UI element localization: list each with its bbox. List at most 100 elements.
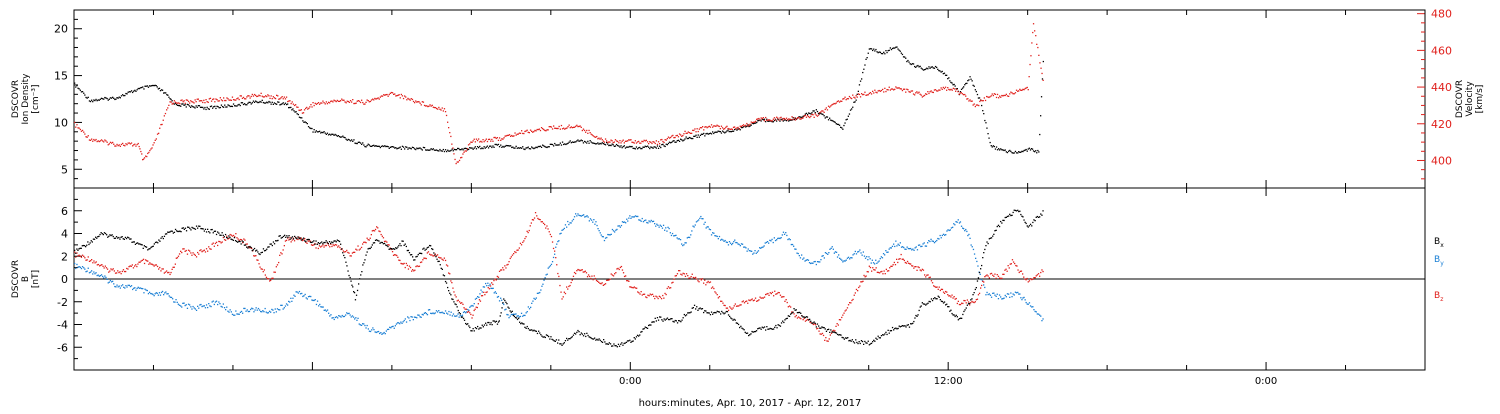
bx-point (296, 237, 298, 240)
velocity-point (531, 130, 533, 132)
density-point (1025, 148, 1027, 151)
bz-point (634, 287, 637, 289)
velocity-point (622, 139, 624, 141)
bx-point (617, 343, 620, 345)
by-point (1023, 296, 1025, 299)
density-point (918, 66, 920, 68)
bx-point (748, 334, 750, 337)
density-point (201, 106, 203, 108)
by-point (449, 314, 451, 316)
velocity-point (950, 88, 952, 91)
density-point (85, 96, 87, 99)
bx-point (1034, 220, 1036, 222)
velocity-point (809, 116, 811, 119)
density-point (686, 137, 688, 140)
bz-point (750, 299, 752, 301)
density-point (138, 87, 140, 90)
by-point (535, 297, 537, 299)
velocity-point (831, 104, 833, 106)
velocity-point (665, 139, 667, 141)
bz-point (287, 237, 289, 239)
by-point (225, 309, 227, 311)
density-point (75, 86, 77, 88)
bx-point (783, 321, 785, 324)
bx-point (559, 343, 561, 345)
bz-point (197, 251, 199, 254)
bx-point (405, 245, 407, 248)
bx-point (972, 294, 974, 296)
bx-point (594, 337, 596, 339)
by-point (415, 316, 417, 318)
bx-point (743, 329, 745, 331)
by-point (570, 222, 572, 224)
velocity-point (194, 99, 196, 101)
density-point (550, 143, 553, 145)
bz-point (475, 306, 477, 308)
bz-point (824, 339, 826, 341)
by-point (550, 263, 553, 265)
bz-point (655, 295, 657, 297)
density-point (163, 92, 165, 94)
by-point (1025, 301, 1027, 304)
by-point (191, 308, 193, 310)
velocity-point (374, 97, 376, 100)
bz-point (256, 259, 258, 261)
by-point (293, 294, 295, 296)
density-point (365, 146, 367, 148)
density-point (919, 65, 921, 67)
bz-point (419, 261, 422, 264)
bz-point (633, 286, 635, 288)
velocity-point (93, 138, 95, 141)
by-point (519, 315, 522, 318)
density-point (853, 101, 855, 103)
density-point (789, 119, 791, 121)
velocity-point (910, 90, 912, 92)
bz-point (678, 270, 680, 272)
by-point (675, 234, 677, 236)
bz-point (260, 268, 262, 270)
velocity-point (78, 127, 80, 129)
bx-point (451, 298, 453, 300)
bz-point (363, 241, 365, 243)
velocity-point (556, 127, 558, 130)
velocity-point (808, 116, 810, 118)
density-point (344, 137, 346, 139)
by-point (849, 258, 851, 260)
bz-point (600, 283, 602, 285)
bz-point (636, 287, 638, 289)
density-point (591, 142, 593, 144)
by-point (89, 271, 92, 273)
by-point (290, 297, 292, 299)
by-point (588, 220, 590, 222)
bz-point (248, 247, 251, 249)
by-point (359, 324, 361, 326)
by-point (158, 292, 161, 294)
by-point (76, 263, 78, 266)
velocity-point (399, 97, 401, 99)
density-point (76, 85, 78, 87)
bz-point (1020, 270, 1023, 272)
density-point (231, 105, 234, 108)
velocity-point (204, 102, 206, 104)
bx-point (884, 333, 886, 335)
bz-point (599, 282, 601, 284)
by-point (291, 300, 293, 302)
velocity-point (110, 142, 113, 144)
bx-point (831, 331, 833, 333)
velocity-point (183, 100, 185, 102)
velocity-point (94, 139, 96, 142)
velocity-point (322, 100, 324, 102)
bz-point (778, 292, 780, 294)
bx-point (298, 237, 300, 240)
density-point (495, 143, 497, 146)
velocity-point (555, 127, 557, 129)
bz-point (807, 318, 809, 321)
density-point (849, 109, 852, 111)
bz-point (118, 271, 120, 274)
density-point (985, 122, 987, 124)
bz-point (566, 286, 568, 288)
by-point (112, 280, 114, 282)
by-point (302, 295, 304, 298)
by-point (287, 304, 289, 306)
bx-point (430, 245, 432, 247)
